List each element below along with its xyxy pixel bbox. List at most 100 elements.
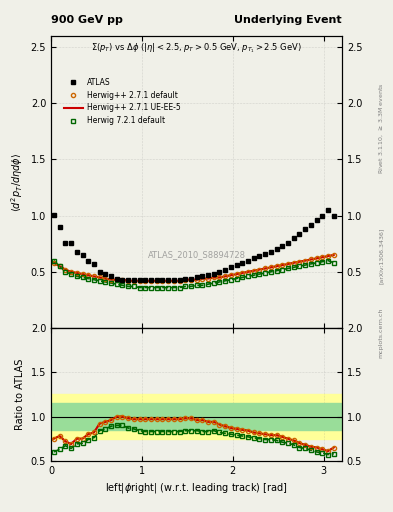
Herwig++ 2.7.1 UE-EE-5 <box>80 271 85 277</box>
Herwig++ 2.7.1 default <box>109 276 114 283</box>
Herwig 7.2.1 default <box>74 273 79 280</box>
ATLAS <box>223 266 228 272</box>
ATLAS <box>234 262 239 268</box>
Herwig++ 2.7.1 default <box>92 273 96 280</box>
ATLAS <box>240 260 245 266</box>
Herwig++ 2.7.1 UE-EE-5 <box>103 275 108 282</box>
ATLAS <box>86 258 90 264</box>
ATLAS <box>257 253 262 259</box>
Herwig++ 2.7.1 default <box>171 278 176 284</box>
Herwig++ 2.7.1 UE-EE-5 <box>257 266 262 272</box>
ATLAS <box>303 226 308 232</box>
Herwig 7.2.1 default <box>132 283 136 289</box>
Herwig++ 2.7.1 default <box>63 266 68 272</box>
ATLAS <box>320 212 325 219</box>
Herwig 7.2.1 default <box>120 282 125 288</box>
Herwig++ 2.7.1 UE-EE-5 <box>69 269 73 275</box>
ATLAS <box>200 273 205 280</box>
ATLAS <box>177 276 182 283</box>
Herwig++ 2.7.1 UE-EE-5 <box>263 265 268 271</box>
Herwig++ 2.7.1 default <box>51 260 56 266</box>
Herwig 7.2.1 default <box>160 285 165 291</box>
Herwig 7.2.1 default <box>246 273 250 280</box>
Herwig++ 2.7.1 default <box>331 252 336 258</box>
Herwig++ 2.7.1 default <box>223 273 228 280</box>
Herwig++ 2.7.1 UE-EE-5 <box>234 271 239 277</box>
ATLAS <box>291 235 296 241</box>
ATLAS <box>69 240 73 246</box>
Herwig 7.2.1 default <box>194 282 199 288</box>
ATLAS <box>120 276 125 283</box>
Herwig++ 2.7.1 default <box>280 262 285 268</box>
ATLAS <box>280 243 285 249</box>
Herwig 7.2.1 default <box>166 285 171 291</box>
Herwig++ 2.7.1 default <box>274 263 279 269</box>
Herwig++ 2.7.1 default <box>303 258 308 264</box>
Herwig++ 2.7.1 UE-EE-5 <box>320 254 325 260</box>
Herwig 7.2.1 default <box>154 285 159 291</box>
ATLAS <box>268 248 273 254</box>
Herwig 7.2.1 default <box>189 283 193 289</box>
Herwig 7.2.1 default <box>57 263 62 269</box>
Herwig++ 2.7.1 default <box>154 278 159 284</box>
Herwig++ 2.7.1 UE-EE-5 <box>331 252 336 258</box>
Herwig 7.2.1 default <box>280 266 285 272</box>
Text: [arXiv:1306.3436]: [arXiv:1306.3436] <box>379 228 384 284</box>
ATLAS <box>160 276 165 283</box>
Herwig 7.2.1 default <box>223 278 228 284</box>
Herwig++ 2.7.1 UE-EE-5 <box>303 258 308 264</box>
ATLAS <box>103 271 108 277</box>
X-axis label: left|$\phi$right| (w.r.t. leading track) [rad]: left|$\phi$right| (w.r.t. leading track)… <box>105 481 288 495</box>
Herwig++ 2.7.1 UE-EE-5 <box>63 266 68 272</box>
Herwig++ 2.7.1 default <box>257 266 262 272</box>
Herwig++ 2.7.1 UE-EE-5 <box>57 263 62 269</box>
ATLAS <box>314 217 319 223</box>
Herwig 7.2.1 default <box>51 258 56 264</box>
Y-axis label: $\langle d^2 p_T / d\eta d\phi \rangle$: $\langle d^2 p_T / d\eta d\phi \rangle$ <box>9 152 25 211</box>
ATLAS <box>132 276 136 283</box>
Herwig++ 2.7.1 UE-EE-5 <box>211 274 216 281</box>
Herwig 7.2.1 default <box>234 275 239 282</box>
ATLAS <box>109 273 114 280</box>
Herwig++ 2.7.1 default <box>263 265 268 271</box>
ATLAS <box>97 269 102 275</box>
ATLAS <box>326 207 331 213</box>
Herwig 7.2.1 default <box>143 285 148 291</box>
Herwig 7.2.1 default <box>149 285 153 291</box>
Herwig++ 2.7.1 default <box>291 260 296 266</box>
ATLAS <box>286 240 290 246</box>
Herwig++ 2.7.1 default <box>194 276 199 283</box>
ATLAS <box>297 230 302 237</box>
Herwig++ 2.7.1 default <box>74 270 79 276</box>
Herwig++ 2.7.1 UE-EE-5 <box>74 270 79 276</box>
Herwig++ 2.7.1 UE-EE-5 <box>189 276 193 283</box>
Herwig++ 2.7.1 UE-EE-5 <box>120 276 125 283</box>
Herwig++ 2.7.1 UE-EE-5 <box>252 268 256 274</box>
Herwig++ 2.7.1 UE-EE-5 <box>194 276 199 283</box>
Text: $\Sigma(p_T)$ vs $\Delta\phi$ ($|\eta| < 2.5$, $p_T > 0.5$ GeV, $p_{T_1} > 2.5$ : $\Sigma(p_T)$ vs $\Delta\phi$ ($|\eta| <… <box>91 41 302 55</box>
ATLAS <box>263 251 268 257</box>
Herwig++ 2.7.1 default <box>211 274 216 281</box>
Herwig++ 2.7.1 UE-EE-5 <box>314 255 319 262</box>
Herwig++ 2.7.1 default <box>160 278 165 284</box>
Herwig++ 2.7.1 UE-EE-5 <box>166 278 171 284</box>
Herwig++ 2.7.1 UE-EE-5 <box>132 278 136 284</box>
Herwig++ 2.7.1 UE-EE-5 <box>126 278 130 284</box>
Text: Rivet 3.1.10, $\geq$ 3.3M events: Rivet 3.1.10, $\geq$ 3.3M events <box>377 82 385 174</box>
Herwig++ 2.7.1 default <box>143 278 148 284</box>
Text: 900 GeV pp: 900 GeV pp <box>51 15 123 25</box>
Line: Herwig++ 2.7.1 UE-EE-5: Herwig++ 2.7.1 UE-EE-5 <box>54 255 334 281</box>
Herwig++ 2.7.1 default <box>189 276 193 283</box>
ATLAS <box>51 211 56 218</box>
Herwig 7.2.1 default <box>171 285 176 291</box>
Herwig++ 2.7.1 default <box>320 254 325 260</box>
Herwig++ 2.7.1 default <box>97 274 102 281</box>
Text: Underlying Event: Underlying Event <box>234 15 342 25</box>
Herwig++ 2.7.1 UE-EE-5 <box>114 276 119 283</box>
Herwig 7.2.1 default <box>320 259 325 265</box>
Herwig++ 2.7.1 UE-EE-5 <box>229 272 233 278</box>
Herwig++ 2.7.1 UE-EE-5 <box>309 257 313 263</box>
ATLAS <box>229 264 233 270</box>
Herwig++ 2.7.1 default <box>229 272 233 278</box>
Herwig++ 2.7.1 default <box>149 278 153 284</box>
